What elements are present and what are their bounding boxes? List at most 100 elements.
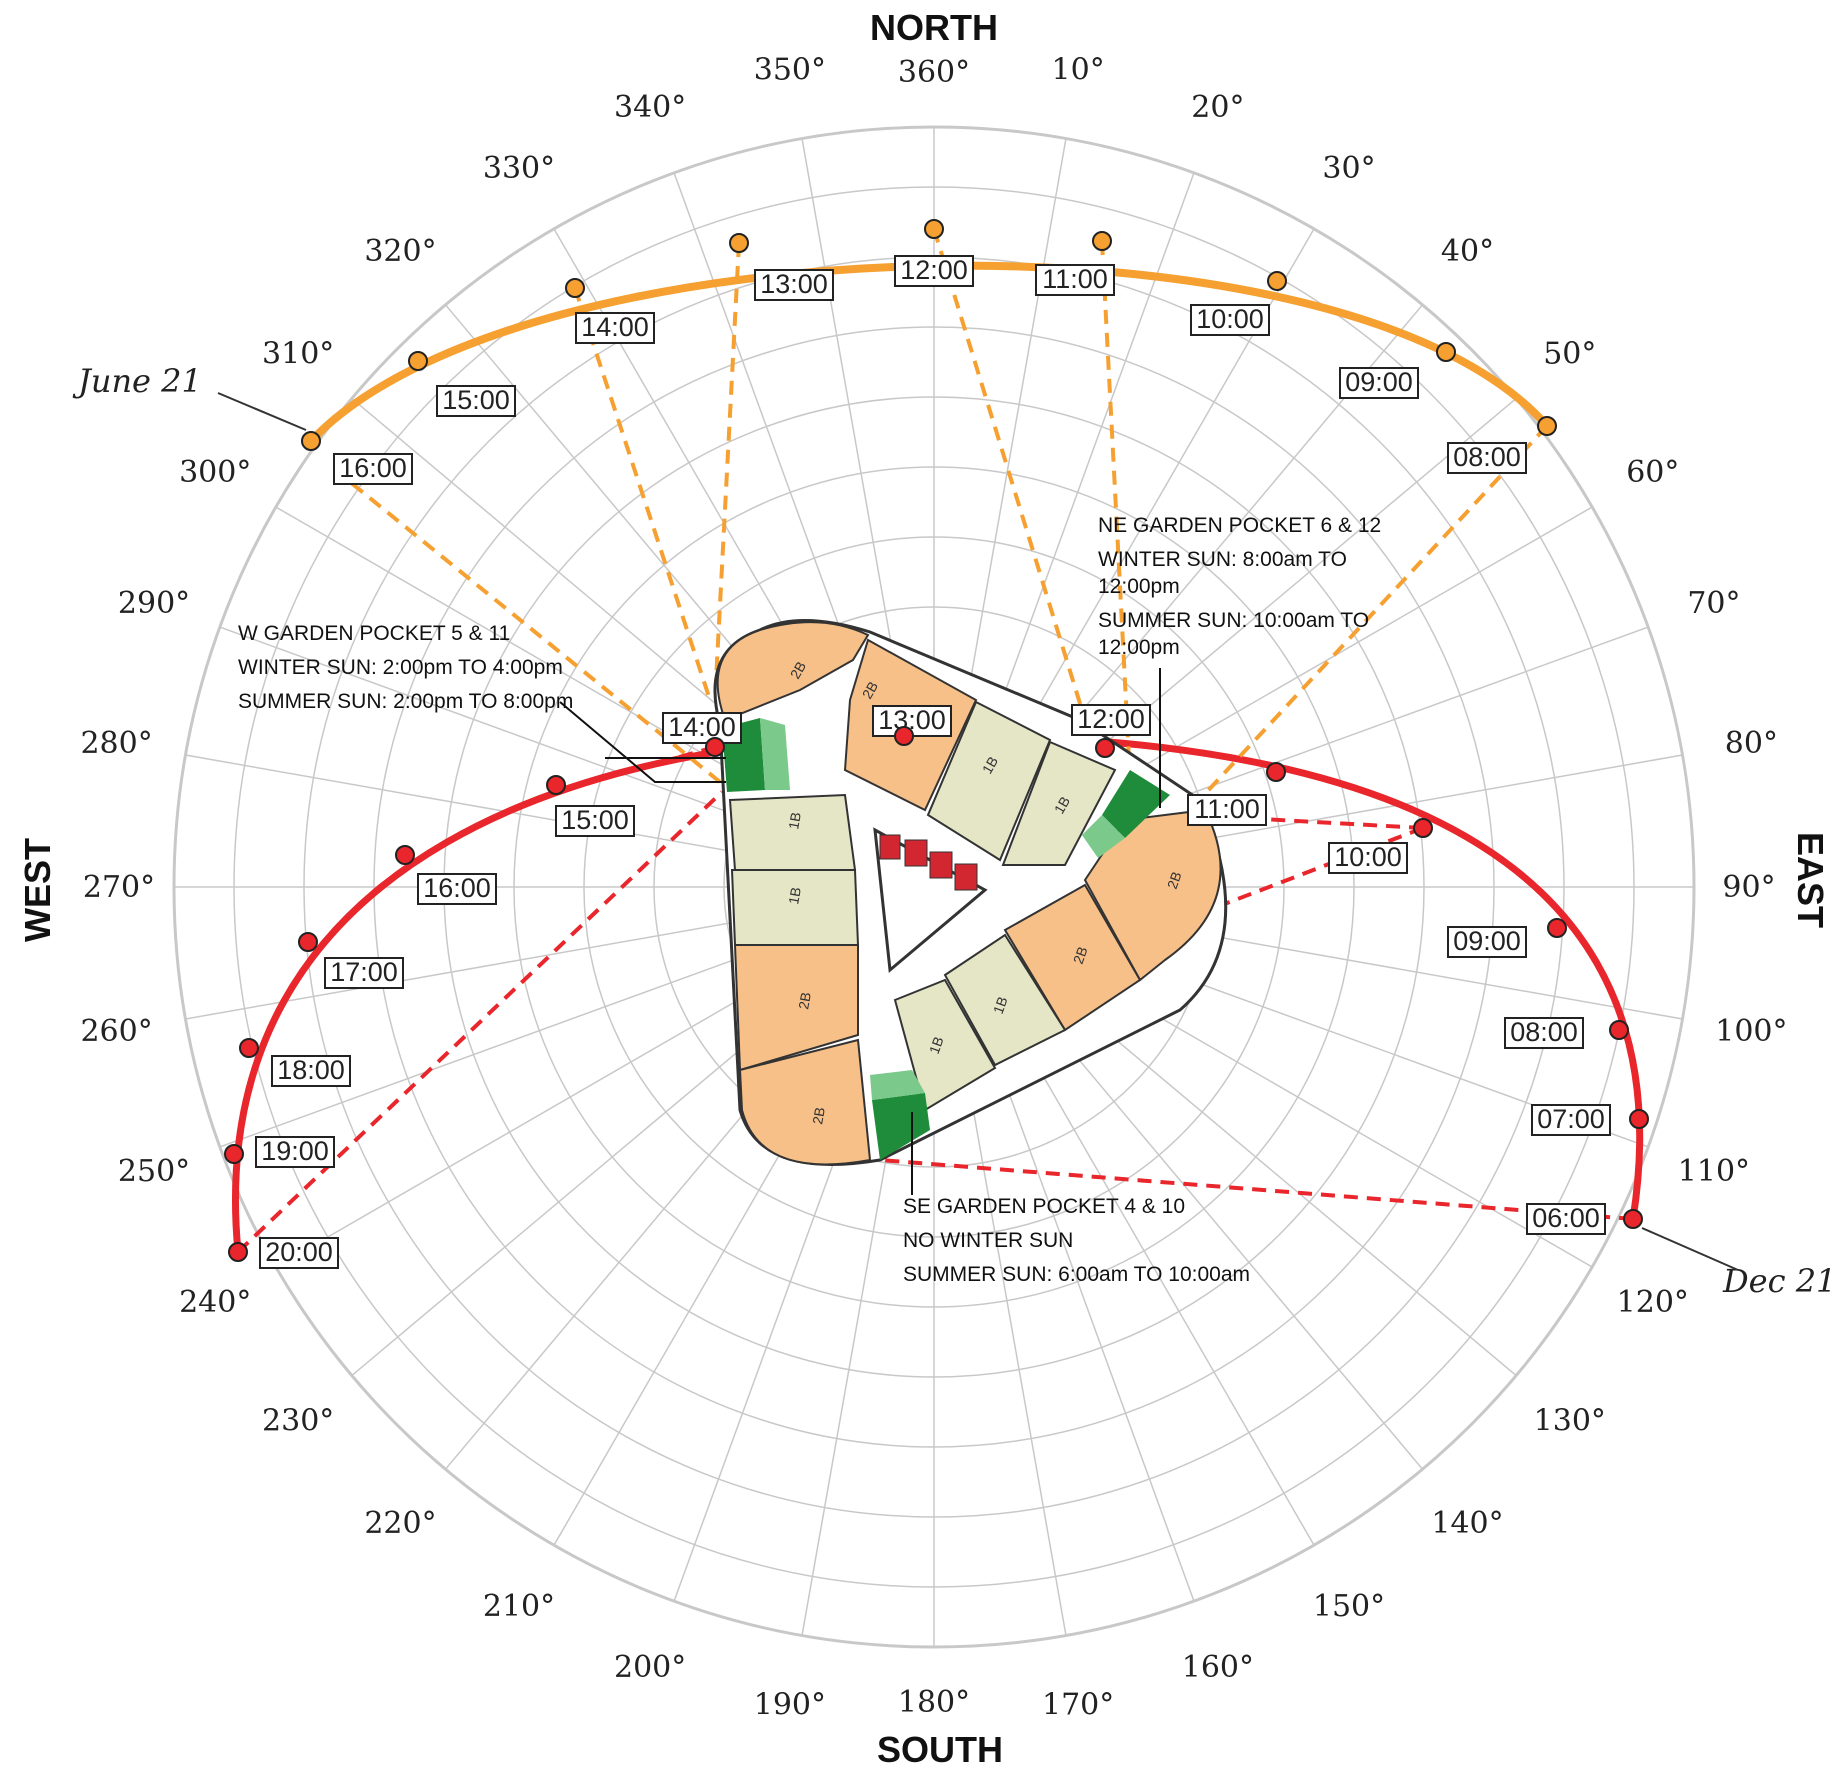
note-west-title: W GARDEN POCKET 5 & 11 (238, 622, 510, 645)
time-box (1339, 367, 1419, 399)
note-ne-summer-1: SUMMER SUN: 10:00am TO (1098, 609, 1369, 632)
cardinal-north: NORTH (870, 7, 998, 48)
time-box (417, 873, 497, 905)
unit-2b (716, 621, 870, 722)
time-box (754, 269, 834, 301)
degree-label: 270° (83, 870, 155, 905)
time-label: 11:00 (1042, 264, 1108, 294)
time-label: 09:00 (1453, 926, 1521, 956)
sun-marker (1266, 762, 1286, 782)
degree-label: 20° (1191, 90, 1244, 125)
time-label: 08:00 (1510, 1017, 1578, 1047)
unit-labels: 2B 1B 1B 2B 1B 1B 2B 2B 1B 1B 2B 2B (785, 659, 1184, 1126)
time-box (894, 255, 974, 287)
unit-1b (728, 793, 857, 871)
degree-labels: 360° 10° 20° 30° 40° 50° 60° 70° 80° 90° 100° 110° 1… (80, 53, 1787, 1723)
note-ne-winter-2: 12:00pm (1098, 575, 1180, 598)
sun-ray (573, 287, 712, 701)
time-box (575, 312, 655, 344)
sun-marker (1547, 918, 1567, 938)
unit-1b (1001, 740, 1117, 866)
degree-label: 110° (1678, 1154, 1750, 1189)
note-west-summer: SUMMER SUN: 2:00pm TO 8:00pm (238, 690, 573, 713)
unit-label: 1B (990, 994, 1011, 1016)
garden-pocket-west-light (760, 718, 790, 790)
sun-marker (1623, 1209, 1643, 1229)
unit-label: 2B (1164, 869, 1185, 891)
degree-label: 10° (1052, 53, 1105, 88)
sun-marker (546, 775, 566, 795)
degree-label: 310° (262, 336, 334, 371)
time-label: 12:00 (900, 255, 968, 285)
time-label: 12:00 (1077, 704, 1145, 734)
note-se-summer: SUMMER SUN: 6:00am TO 10:00am (903, 1263, 1250, 1286)
sun-ray (1100, 240, 1132, 779)
sun-marker (1436, 342, 1456, 362)
note-ne-winter-1: WINTER SUN: 8:00am TO (1098, 548, 1347, 571)
time-label: 09:00 (1345, 367, 1413, 397)
garden-pocket-northeast-light (1082, 815, 1125, 858)
time-label: 17:00 (330, 957, 398, 987)
unit-2b (1083, 808, 1222, 982)
time-box (1504, 1017, 1584, 1049)
unit-label: 2B (859, 679, 881, 702)
building-plan: 2B 1B 1B 2B 1B 1B 2B 2B 1B 1B 2B 2B (713, 618, 1228, 1166)
time-label: 07:00 (1537, 1104, 1605, 1134)
degree-label: 140° (1431, 1506, 1503, 1541)
sun-ray (236, 790, 724, 1254)
sun-marker (1095, 738, 1115, 758)
time-label: 19:00 (261, 1136, 329, 1166)
winter-date-label: Dec 21 (1722, 1262, 1836, 1300)
sun-marker (729, 233, 749, 253)
sun-marker (1413, 818, 1433, 838)
degree-label: 160° (1182, 1650, 1254, 1685)
time-box (255, 1136, 335, 1168)
time-label: 14:00 (581, 312, 649, 342)
sun-marker (298, 932, 318, 952)
time-label: 20:00 (265, 1237, 333, 1267)
degree-label: 60° (1626, 455, 1679, 490)
sun-marker (565, 278, 585, 298)
sun-marker (239, 1038, 259, 1058)
note-ne-title: NE GARDEN POCKET 6 & 12 (1098, 514, 1381, 537)
degree-label: 70° (1687, 586, 1740, 621)
garden-pocket-southeast-light (870, 1070, 925, 1100)
degree-label: 170° (1042, 1687, 1114, 1722)
degree-label: 250° (118, 1154, 190, 1189)
sun-marker (228, 1242, 248, 1262)
time-label: 14:00 (668, 712, 736, 742)
sun-marker (395, 845, 415, 865)
cardinal-south: SOUTH (877, 1729, 1003, 1770)
time-box (1328, 842, 1408, 874)
note-ne-summer-2: 12:00pm (1098, 636, 1180, 659)
time-box (1187, 794, 1267, 826)
unit-label: 2B (787, 659, 809, 682)
time-box (1531, 1104, 1611, 1136)
note-se-title: SE GARDEN POCKET 4 & 10 (903, 1195, 1185, 1218)
summer-date-label: June 21 (72, 362, 202, 400)
unit-label: 1B (1051, 794, 1073, 817)
sun-ray (713, 242, 741, 701)
sun-marker (1609, 1020, 1629, 1040)
unit-label: 1B (979, 754, 1001, 777)
stair-core (929, 851, 953, 879)
degree-label: 80° (1725, 726, 1778, 761)
degree-label: 290° (118, 586, 190, 621)
note-northeast-garden: NE GARDEN POCKET 6 & 12 WINTER SUN: 8:00… (1098, 514, 1381, 808)
degree-label: 300° (179, 455, 251, 490)
unit-1b (926, 700, 1052, 862)
time-label: 13:00 (760, 269, 828, 299)
time-label: 16:00 (423, 873, 491, 903)
unit-label: 2B (795, 991, 814, 1011)
summer-markers: 08:00 09:00 10:00 11:00 12:00 13:00 14:00 15:00… (301, 219, 1557, 485)
sun-rays (236, 228, 1634, 1254)
unit-1b (893, 978, 997, 1112)
time-label: 10:00 (1196, 304, 1264, 334)
unit-label: 1B (785, 886, 804, 906)
time-label: 06:00 (1532, 1203, 1600, 1233)
time-label: 15:00 (561, 805, 629, 835)
time-box (259, 1237, 339, 1269)
stair-core (904, 839, 928, 867)
degree-label: 40° (1441, 234, 1494, 269)
